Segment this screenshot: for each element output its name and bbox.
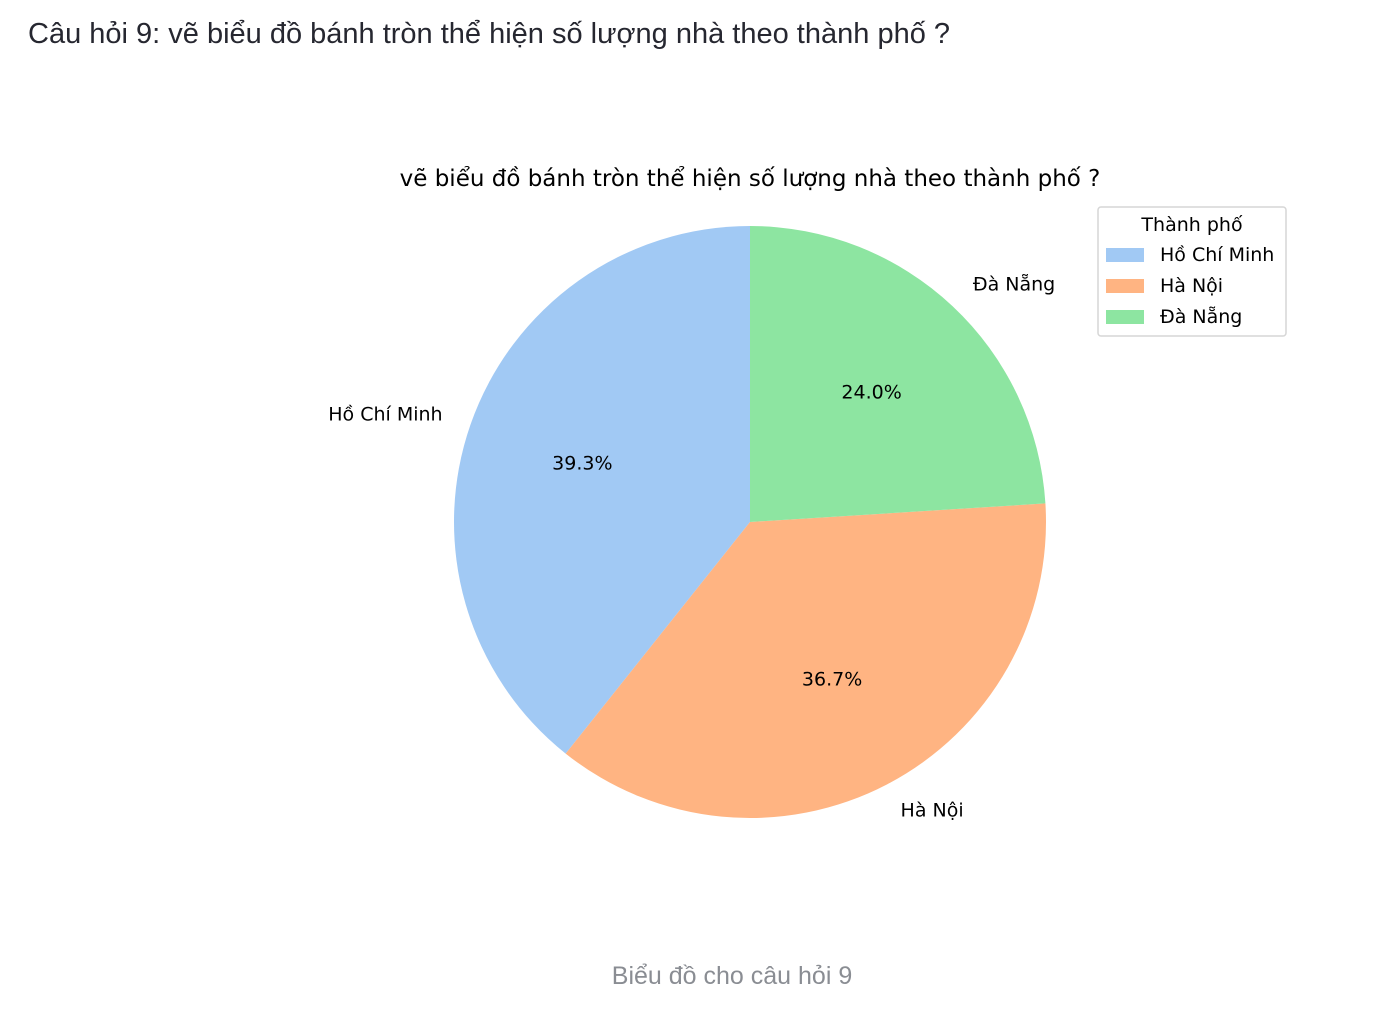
legend-entry-ha-noi: Hà Nội <box>1160 275 1223 297</box>
legend-swatch-ho-chi-minh <box>1106 248 1144 262</box>
chart-title: vẽ biểu đồ bánh tròn thể hiện số lượng n… <box>400 166 1101 192</box>
slice-label-da-nang: Đà Nẵng <box>973 273 1055 296</box>
pie-slice-ha-noi <box>565 503 1046 818</box>
chart-legend: Thành phố Hồ Chí Minh Hà Nội Đà Nẵng <box>1097 206 1287 337</box>
chart-caption: Biểu đồ cho câu hỏi 9 <box>611 962 853 990</box>
legend-entry-da-nang: Đà Nẵng <box>1160 305 1242 328</box>
pie-labels: Hồ Chí Minh 39.3% Hà Nội 36.7% Đà Nẵng 24.0% <box>328 273 1055 822</box>
question-heading: Câu hỏi 9: vẽ biểu đồ bánh tròn thể hiện… <box>28 18 951 50</box>
pie-slice-ho-chi-minh <box>454 226 750 754</box>
legend-title: Thành phố <box>1140 214 1243 236</box>
pie-slice-da-nang <box>750 226 1046 522</box>
legend-entry-ho-chi-minh: Hồ Chí Minh <box>1160 244 1274 266</box>
slice-percent-da-nang: 24.0% <box>841 382 901 404</box>
pie-slices <box>454 226 1046 818</box>
legend-swatch-da-nang <box>1106 310 1144 324</box>
legend-swatch-ha-noi <box>1106 279 1144 293</box>
slice-label-ha-noi: Hà Nội <box>901 800 964 822</box>
legend-box <box>1097 206 1287 337</box>
slice-percent-ho-chi-minh: 39.3% <box>552 452 612 474</box>
slice-label-ho-chi-minh: Hồ Chí Minh <box>328 404 442 426</box>
slice-percent-ha-noi: 36.7% <box>802 668 862 690</box>
